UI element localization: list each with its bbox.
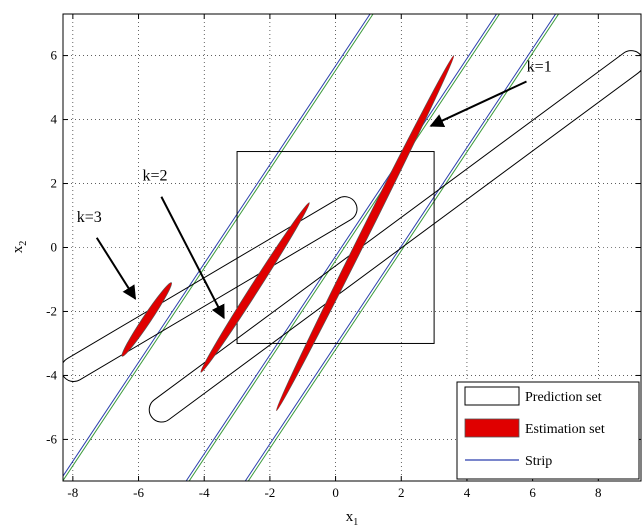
grid [63, 14, 641, 481]
annotation-arrow-k3 [95, 237, 137, 300]
y-tick-label: -2 [46, 303, 57, 318]
strip-line-green [188, 14, 500, 481]
y-tick-label: 0 [51, 240, 58, 255]
x-axis-label-subscript: 1 [353, 517, 358, 528]
prediction-set-band [148, 50, 641, 423]
x-tick-label: 2 [398, 485, 405, 500]
legend: Prediction set Estimation set Strip [456, 381, 640, 480]
annotation-arrow-k2 [160, 196, 225, 320]
strip-line-blue [63, 14, 371, 477]
estimation-set-k2 [200, 202, 310, 373]
y-tick-label: 6 [51, 48, 58, 63]
prediction-set-box [236, 151, 435, 344]
y-tick-label: -4 [46, 367, 57, 382]
legend-label-prediction: Prediction set [525, 390, 602, 405]
annotations: k=1 k=2 k=3 [77, 59, 552, 320]
y-tick-label: 2 [51, 176, 58, 191]
x-tick-label: -4 [199, 485, 210, 500]
x-tick-label: 8 [595, 485, 602, 500]
annotation-arrow-k1 [429, 80, 527, 127]
y-tick-label: 4 [51, 112, 58, 127]
y-axis-label: x2 [10, 241, 29, 254]
y-axis-label-main: x [10, 245, 26, 253]
x-tick-label: 6 [529, 485, 536, 500]
x-tick-label: -8 [67, 485, 78, 500]
legend-swatch-estimation [464, 418, 520, 438]
x-tick-label: -2 [264, 485, 275, 500]
x-axis-label: x1 [346, 509, 359, 528]
annotation-label-k2: k=2 [142, 167, 167, 184]
strip-line-blue [185, 14, 497, 481]
x-tick-label: 4 [464, 485, 471, 500]
annotation-label-k3: k=3 [77, 209, 102, 226]
estimation-set-k1 [276, 55, 455, 411]
x-axis-label-main: x [346, 509, 354, 525]
y-tick-label: -6 [46, 431, 57, 446]
strip-line-green [247, 14, 560, 481]
axis-ticks: -8 -6 -4 -2 0 2 4 6 8 -6 -4 -2 0 2 4 6 [46, 14, 641, 500]
y-axis-label-subscript: 2 [18, 241, 29, 246]
strip-line-green [63, 14, 374, 481]
x-tick-label: 0 [332, 485, 339, 500]
annotation-label-k1: k=1 [527, 59, 552, 76]
legend-swatch-prediction [464, 386, 520, 406]
legend-label-strip: Strip [525, 454, 552, 469]
x-tick-label: -6 [133, 485, 144, 500]
estimation-set-k3 [121, 282, 172, 357]
legend-label-estimation: Estimation set [525, 422, 605, 437]
